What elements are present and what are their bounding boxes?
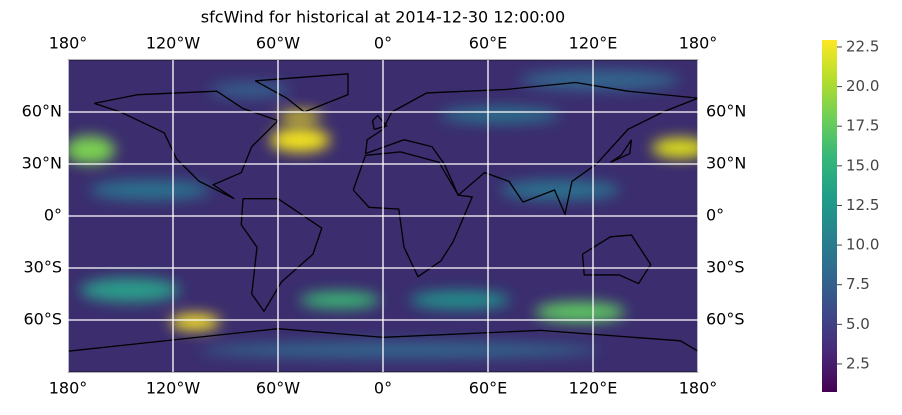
coastlines: [68, 73, 698, 352]
x-tick-label-top: 180°: [49, 34, 88, 53]
wind-patterns: [68, 70, 698, 358]
y-tick-label-left: 30°N: [22, 154, 62, 173]
coastline: [254, 73, 349, 113]
colorbar-tick-label: 17.5: [846, 117, 879, 135]
y-tick-label-right: 30°N: [706, 154, 746, 173]
y-tick-label-left: 60°S: [23, 310, 62, 329]
coastline: [581, 234, 652, 285]
y-tick-label-right: 60°N: [706, 102, 746, 121]
colorbar-tick-label: 7.5: [846, 275, 870, 293]
y-tick-label-right: 30°S: [706, 258, 745, 277]
coastline: [68, 328, 698, 352]
x-tick-label-bottom: 60°E: [469, 379, 507, 398]
y-tick-label-left: 0°: [44, 206, 62, 225]
x-tick-label-top: 60°W: [256, 34, 300, 53]
colorbar-tick-label: 10.0: [846, 236, 879, 254]
colorbar-tick-label: 15.0: [846, 156, 879, 174]
x-tick-label-bottom: 180°: [679, 379, 718, 398]
coastline: [240, 198, 323, 313]
colorbar-tick-label: 2.5: [846, 354, 870, 372]
x-tick-label-bottom: 180°: [49, 379, 88, 398]
x-tick-label-top: 120°E: [569, 34, 618, 53]
colorbar-tick-label: 12.5: [846, 196, 879, 214]
x-tick-label-top: 120°W: [146, 34, 201, 53]
x-tick-label-top: 60°E: [469, 34, 507, 53]
colorbar: [822, 40, 837, 392]
colorbar-tick-label: 22.5: [846, 37, 879, 55]
coastline: [352, 151, 474, 278]
colorbar-tick-label: 20.0: [846, 77, 879, 95]
x-tick-label-bottom: 120°E: [569, 379, 618, 398]
y-tick-label-left: 60°N: [22, 102, 62, 121]
x-tick-label-bottom: 0°: [374, 379, 392, 398]
coastline: [94, 90, 280, 200]
y-tick-label-right: 60°S: [706, 310, 745, 329]
x-tick-label-bottom: 60°W: [256, 379, 300, 398]
x-tick-label-top: 0°: [374, 34, 392, 53]
x-tick-label-bottom: 120°W: [146, 379, 201, 398]
chart-title: sfcWind for historical at 2014-12-30 12:…: [201, 8, 565, 27]
colorbar-tick-label: 5.0: [846, 315, 870, 333]
y-tick-label-right: 0°: [706, 206, 724, 225]
y-tick-label-left: 30°S: [23, 258, 62, 277]
x-tick-label-top: 180°: [679, 34, 718, 53]
coastline: [610, 139, 633, 163]
